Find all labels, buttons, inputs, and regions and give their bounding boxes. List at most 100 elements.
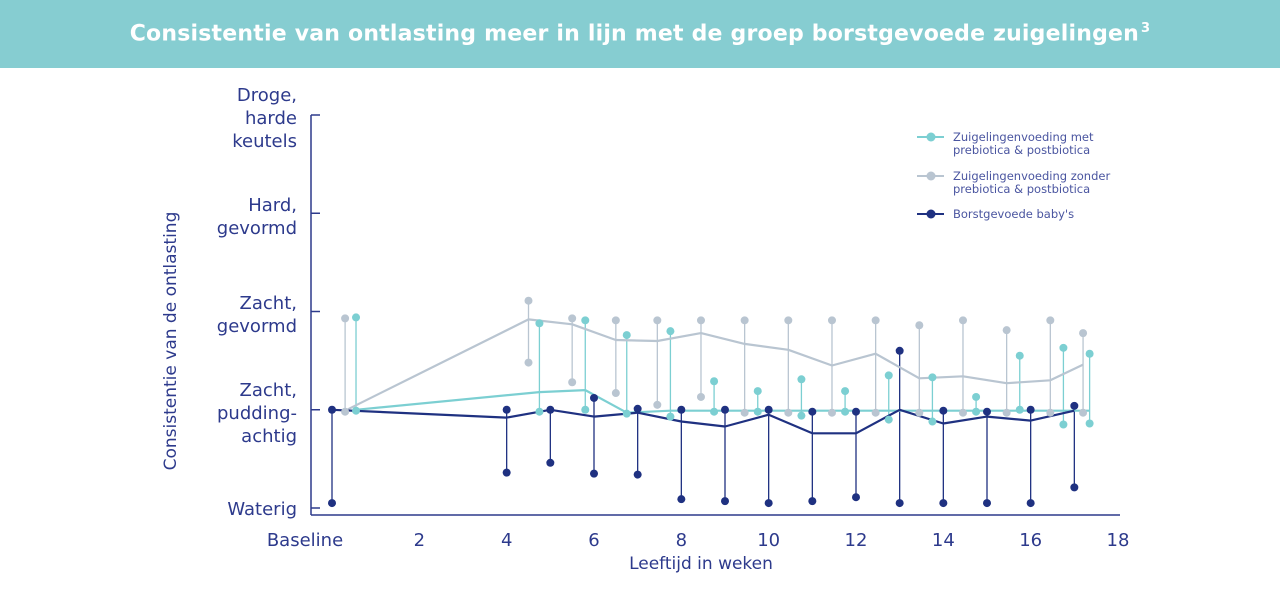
point-high-0-13 [1059,343,1068,352]
point-low-1-8 [827,408,836,417]
point-low-1-3 [611,389,620,398]
point-high-1-5 [696,316,705,325]
legend-label-0: Zuigelingenvoeding met prebiotica & postb… [953,130,1094,157]
page-title: Consistentie van ontlasting meer in lijn… [129,21,1151,47]
point-high-0-1 [535,319,544,328]
x-tick-label-9: 18 [1107,530,1130,551]
point-low-0-7 [797,411,806,420]
legend-marker-2 [926,209,936,219]
legend-marker-1 [926,171,936,181]
point-low-0-12 [1015,405,1024,414]
point-high-0-5 [710,377,719,386]
point-low-1-14 [1079,408,1088,417]
x-tick-label-7: 14 [932,530,955,551]
point-low-2-4 [633,470,642,479]
point-high-0-3 [622,331,631,340]
x-tick-label-0: Baseline [267,530,343,551]
point-high-1-3 [611,316,620,325]
point-low-1-11 [958,408,967,417]
y-tick-label-line: keutels [232,131,297,152]
point-low-1-1 [524,358,533,367]
y-tick-label-line: achtig [241,426,297,447]
point-high-2-1 [502,405,511,414]
legend: Zuigelingenvoeding met prebiotica & postb… [917,130,1110,221]
point-high-1-11 [958,316,967,325]
y-tick-label-3: Hard, gevormd [217,195,297,239]
point-high-1-7 [784,316,793,325]
legend-label-line: prebiotica & postbiotica [953,143,1090,157]
point-high-1-6 [740,316,749,325]
point-low-2-10 [895,499,904,508]
point-high-2-13 [1026,405,1035,414]
point-high-2-4 [633,404,642,413]
point-low-1-6 [740,408,749,417]
point-low-2-14 [1070,483,1079,492]
y-tick-label-4: Droge, harde keutels [232,85,297,152]
legend-marker-0 [926,132,936,142]
point-low-0-0 [352,406,361,415]
x-tick-label-3: 6 [588,530,599,551]
y-tick-label-0: Waterig [227,499,297,520]
point-high-1-9 [871,316,880,325]
x-tick-label-5: 10 [757,530,780,551]
point-low-2-12 [983,499,991,508]
point-low-0-2 [581,405,590,414]
point-low-1-10 [915,408,924,417]
point-low-2-0 [328,499,336,508]
point-low-0-13 [1059,420,1068,429]
x-tick-label-2: 4 [501,530,512,551]
y-tick-label-1: Zacht, pudding-achtig [217,380,297,447]
x-tick-label-8: 16 [1019,530,1042,551]
legend-label-line: Zuigelingenvoeding met [953,130,1094,144]
point-high-0-11 [972,392,981,401]
point-low-0-14 [1085,419,1094,428]
point-high-2-3 [590,393,598,402]
y-tick-label-line: gevormd [217,218,297,239]
y-tick-label-line: Zacht, [240,380,297,401]
point-low-2-6 [721,497,729,506]
y-tick-label-line: Waterig [227,499,297,520]
point-low-0-11 [972,407,981,416]
legend-label-2: Borstgevoede baby's [953,207,1074,221]
y-tick-label-line: Hard, [248,195,297,216]
point-high-2-12 [983,407,991,416]
y-tick-label-line: pudding- [217,403,297,424]
point-low-0-6 [753,407,762,416]
point-high-2-14 [1070,401,1079,410]
point-high-1-13 [1046,316,1055,325]
point-high-0-0 [352,313,361,322]
point-high-0-12 [1015,351,1024,360]
point-high-2-6 [721,405,729,414]
y-tick-label-line: Droge, [237,85,297,106]
point-low-0-10 [928,417,937,426]
point-high-2-5 [677,405,686,414]
point-low-2-13 [1026,499,1035,508]
point-high-0-4 [666,327,675,336]
point-low-1-0 [341,407,350,416]
x-tick-label-6: 12 [845,530,868,551]
point-low-2-5 [677,495,686,504]
legend-label-line: Borstgevoede baby's [953,207,1074,221]
point-low-1-2 [568,378,577,387]
x-tick-label-4: 8 [676,530,687,551]
point-high-0-10 [928,373,937,382]
point-high-2-0 [328,405,336,414]
point-high-1-8 [827,316,836,325]
point-low-1-4 [653,400,662,409]
y-tick-label-line: harde [245,108,297,129]
point-high-1-1 [524,296,533,305]
point-low-1-7 [784,408,793,417]
point-high-2-10 [895,346,904,355]
legend-label-line: Zuigelingenvoeding zonder [953,169,1110,183]
y-tick-label-2: Zacht, gevormd [217,293,297,337]
point-low-0-4 [666,412,675,421]
point-high-1-14 [1079,329,1088,338]
point-low-2-7 [764,499,773,508]
point-high-0-2 [581,316,590,325]
point-high-0-14 [1085,349,1094,358]
median-line-2 [331,408,1075,435]
median-line-1 [344,318,1084,412]
range-points [328,296,1094,508]
point-low-2-1 [502,468,511,477]
point-low-0-1 [535,407,544,416]
